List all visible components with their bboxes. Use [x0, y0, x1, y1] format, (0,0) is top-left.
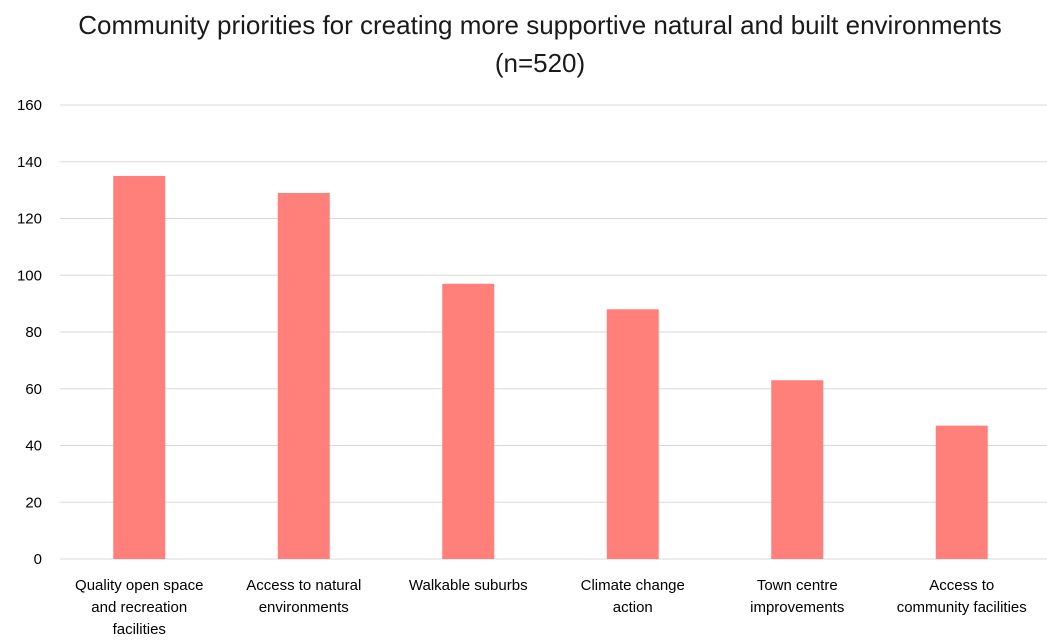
y-tick-label: 60 — [25, 381, 42, 398]
bar — [606, 309, 659, 559]
x-category-label-line: Town centre — [757, 577, 838, 594]
bar — [277, 192, 330, 559]
y-axis-ticks: 0 20 40 60 80 100 120 140 160 — [17, 97, 42, 568]
bar — [771, 380, 824, 559]
chart-title: Community priorities for creating more s… — [78, 10, 1002, 78]
bar — [442, 283, 495, 559]
x-category-label-line: Quality open space — [75, 577, 203, 594]
y-tick-label: 140 — [17, 154, 42, 171]
x-category-label: Walkable suburbs — [409, 577, 528, 594]
x-category-label-line: Access to — [929, 577, 994, 594]
x-category-label: Climate change action — [581, 577, 685, 616]
x-axis-labels: Quality open space and recreation faciliti… — [75, 577, 1027, 638]
x-category-label-line: Climate change — [581, 577, 685, 594]
gridlines — [60, 104, 1047, 560]
x-category-label-line: improvements — [750, 599, 844, 616]
bar — [113, 175, 166, 559]
x-category-label-line: Walkable suburbs — [409, 577, 528, 594]
x-category-label: Access to community facilities — [897, 577, 1027, 616]
x-category-label-line: action — [613, 599, 653, 616]
bar — [935, 425, 988, 559]
y-tick-label: 40 — [25, 438, 42, 455]
x-category-label-line: environments — [259, 599, 349, 616]
y-tick-label: 160 — [17, 97, 42, 114]
x-category-label-line: facilities — [113, 621, 166, 638]
y-tick-label: 100 — [17, 267, 42, 284]
y-tick-label: 120 — [17, 211, 42, 228]
x-category-label-line: and recreation — [91, 599, 187, 616]
y-tick-label: 20 — [25, 494, 42, 511]
x-category-label: Access to natural environments — [246, 577, 361, 616]
y-tick-label: 0 — [34, 551, 42, 568]
y-tick-label: 80 — [25, 324, 42, 341]
bars — [113, 175, 988, 559]
x-category-label-line: community facilities — [897, 599, 1027, 616]
x-category-label: Quality open space and recreation faciliti… — [75, 577, 203, 638]
x-category-label: Town centre improvements — [750, 577, 844, 616]
x-category-label-line: Access to natural — [246, 577, 361, 594]
